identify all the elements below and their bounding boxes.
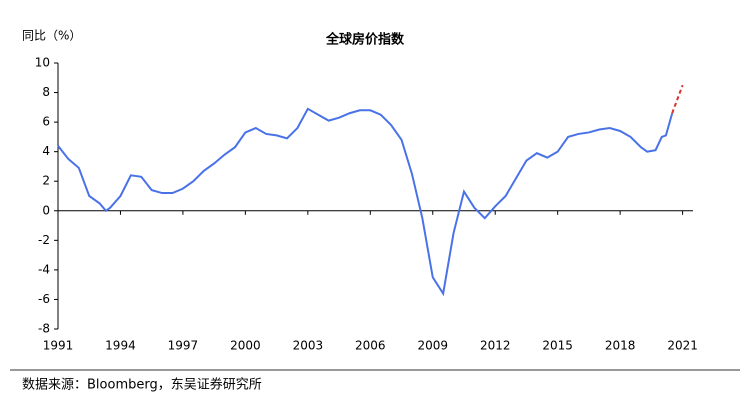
x-tick-label: 2000 <box>230 339 261 353</box>
x-tick-label: 2012 <box>480 339 511 353</box>
x-tick-label: 2003 <box>293 339 324 353</box>
y-tick-label: 0 <box>42 203 50 217</box>
x-tick-label: 1994 <box>105 339 136 353</box>
y-tick-label: -2 <box>38 233 50 247</box>
y-tick-label: 10 <box>35 56 50 70</box>
y-tick-label: 6 <box>42 115 50 129</box>
x-tick-label: 2018 <box>605 339 636 353</box>
y-tick-label: -8 <box>38 322 50 336</box>
y-tick-label: -4 <box>38 262 50 276</box>
source-note: 数据来源：Bloomberg，东吴证券研究所 <box>22 377 262 393</box>
x-tick-label: 2015 <box>542 339 573 353</box>
x-tick-label: 1997 <box>168 339 199 353</box>
x-tick-label: 2006 <box>355 339 386 353</box>
data-line <box>671 84 684 114</box>
x-tick-label: 2021 <box>667 339 698 353</box>
x-tick-label: 1991 <box>43 339 74 353</box>
y-tick-label: 8 <box>42 85 50 99</box>
y-axis-label: 同比（%） <box>22 29 81 43</box>
y-tick-label: 2 <box>42 174 50 188</box>
chart-title: 全球房价指数 <box>325 32 405 48</box>
y-tick-label: -6 <box>38 292 50 306</box>
x-tick-label: 2009 <box>417 339 448 353</box>
y-tick-label: 4 <box>42 144 50 158</box>
data-line <box>57 107 674 297</box>
